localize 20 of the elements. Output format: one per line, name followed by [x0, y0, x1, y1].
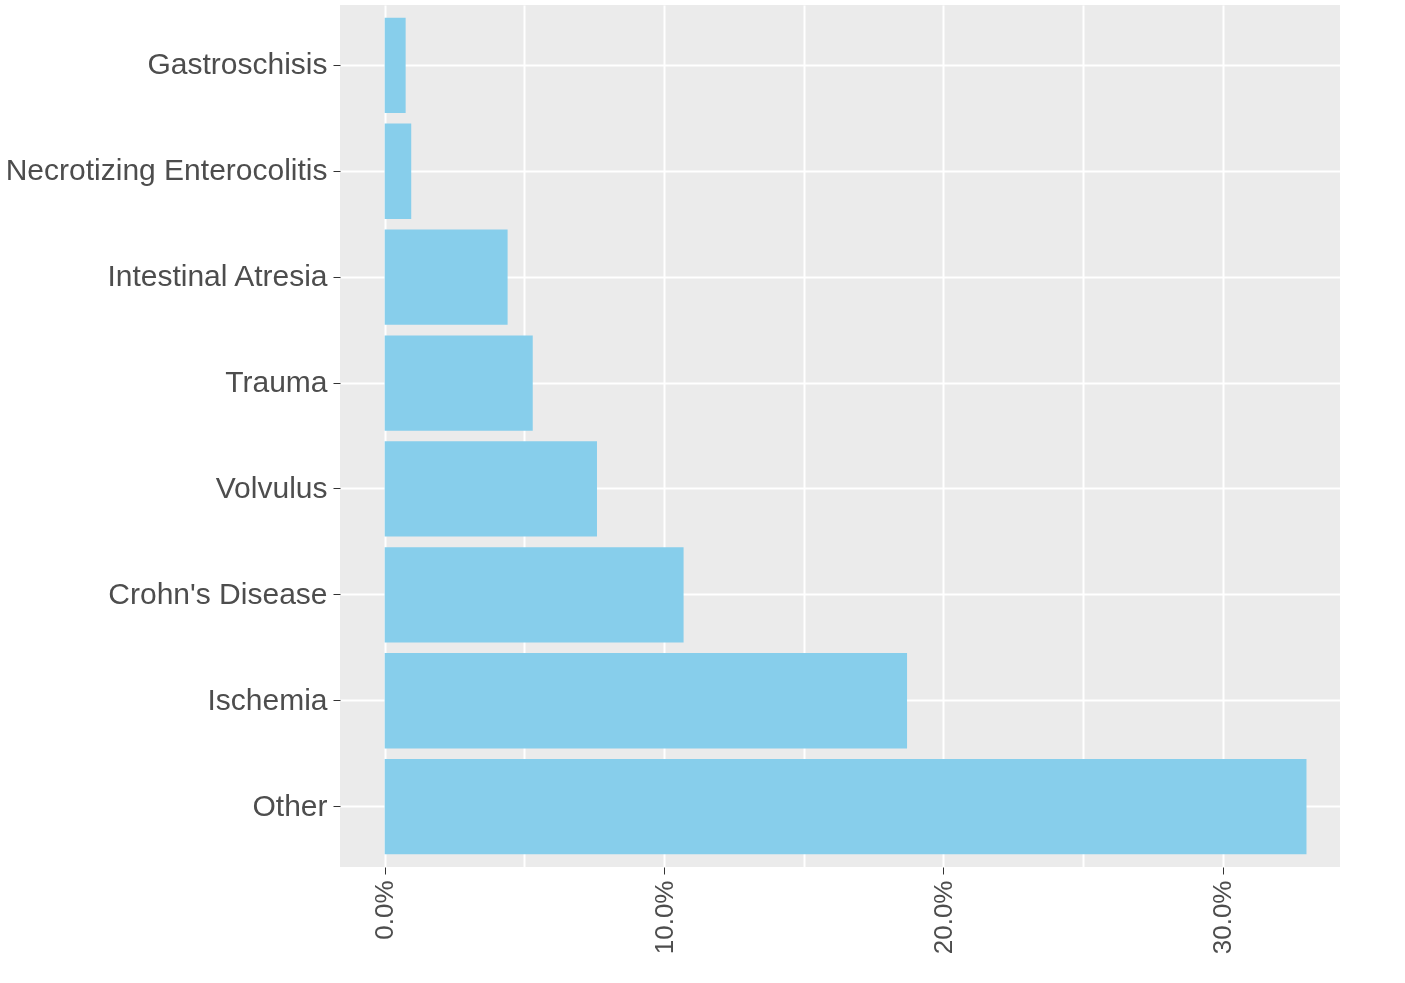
y-tick-label: Trauma	[225, 365, 328, 399]
bar	[384, 441, 597, 537]
bar	[384, 229, 508, 325]
y-tick-label: Gastroschisis	[147, 47, 328, 81]
x-tick-label: 20.0%	[927, 880, 958, 955]
bar	[384, 123, 412, 219]
bar	[384, 758, 1307, 855]
bar	[384, 17, 406, 114]
y-tick-label: Necrotizing Enterocolitis	[5, 153, 328, 187]
y-tick-label: Other	[252, 788, 328, 822]
y-tick-label: Crohn's Disease	[108, 576, 328, 610]
bar	[384, 653, 908, 749]
bar	[384, 335, 533, 431]
y-tick-label: Ischemia	[207, 682, 328, 716]
y-tick-label: Intestinal Atresia	[107, 259, 328, 293]
y-tick-label: Volvulus	[215, 470, 328, 504]
x-tick-label: 10.0%	[648, 880, 679, 955]
bar	[384, 547, 684, 643]
x-tick-label: 30.0%	[1207, 880, 1238, 955]
x-tick-label: 0.0%	[369, 880, 400, 940]
